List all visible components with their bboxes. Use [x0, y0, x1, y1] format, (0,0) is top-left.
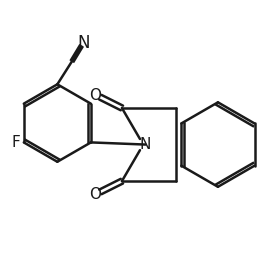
Text: N: N [77, 34, 90, 52]
Text: F: F [12, 135, 20, 150]
Text: O: O [89, 186, 101, 202]
Text: N: N [140, 137, 151, 152]
Text: O: O [89, 88, 101, 103]
